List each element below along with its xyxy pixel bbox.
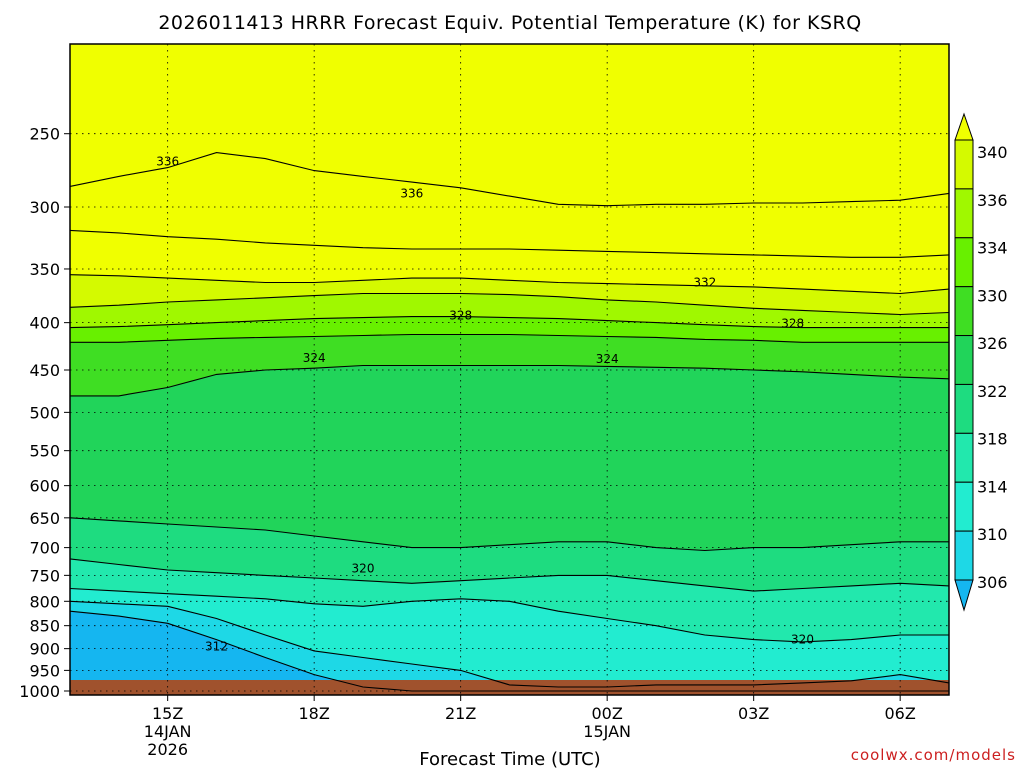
y-tick-label-350: 350 — [29, 260, 60, 279]
x-tick-label-15Z: 15Z — [152, 704, 183, 723]
colorbar-segment-5 — [954, 383, 974, 434]
x-tick-sub2-15Z: 2026 — [147, 740, 188, 759]
plot-area: 336 336 332 328 328 324 324 320 320 312 — [69, 43, 950, 696]
y-tick-label-950: 950 — [29, 661, 60, 680]
colorbar-label-322: 322 — [977, 382, 1008, 401]
colorbar: 340 336 334 330 326 322 318 314 310 306 — [954, 112, 1008, 612]
credit-text: coolwx.com/models — [851, 746, 1016, 764]
colorbar-segment-3 — [954, 286, 974, 337]
colorbar-label-330: 330 — [977, 286, 1008, 305]
contour-316 — [69, 587, 949, 643]
y-tick-label-700: 700 — [29, 539, 60, 558]
contour-312 — [69, 600, 950, 688]
contour-label-312: 312 — [205, 639, 228, 653]
y-tick-label-450: 450 — [29, 361, 60, 380]
colorbar-segment-7 — [954, 481, 974, 532]
colorbar-segment-8 — [954, 530, 974, 581]
contour-label-336: 336 — [156, 155, 179, 169]
contour-labels: 336 336 332 328 328 324 324 320 320 312 — [156, 155, 814, 654]
contour-label-332: 332 — [693, 276, 716, 290]
colorbar-segment-4 — [954, 335, 974, 385]
contour-label-336: 336 — [400, 186, 423, 200]
x-axis-label: Forecast Time (UTC) — [419, 749, 600, 768]
colorbar-top-arrow — [954, 112, 974, 141]
contour-324 — [70, 364, 950, 397]
y-tick-label-850: 850 — [29, 617, 60, 636]
contour-label-324: 324 — [596, 352, 619, 366]
colorbar-label-306: 306 — [977, 573, 1008, 592]
y-tick-label-750: 750 — [29, 566, 60, 585]
y-tick-label-800: 800 — [29, 592, 60, 611]
y-tick-label-250: 250 — [29, 125, 60, 144]
x-tick-sub1-00Z: 15JAN — [583, 722, 631, 741]
y-tick-label-500: 500 — [29, 403, 60, 422]
contour-label-320: 320 — [791, 633, 814, 647]
contour-label-328: 328 — [781, 317, 804, 331]
x-tick-label-03Z: 03Z — [738, 704, 769, 723]
y-tick-label-900: 900 — [29, 640, 60, 659]
y-tick-label-600: 600 — [29, 477, 60, 496]
theta-bands — [70, 44, 949, 696]
contour-label-320: 320 — [352, 561, 375, 575]
contour-label-328: 328 — [449, 309, 472, 323]
colorbar-label-334: 334 — [977, 239, 1008, 258]
chart-title: 2026011413 HRRR Forecast Equiv. Potentia… — [158, 12, 861, 34]
colorbar-label-314: 314 — [977, 477, 1008, 496]
contour-320 — [69, 558, 950, 592]
contour-332 — [69, 274, 950, 295]
contour-334 — [69, 229, 950, 258]
x-tick-label-00Z: 00Z — [592, 704, 623, 723]
colorbar-segment-6 — [954, 432, 974, 483]
x-tick-sub1-15Z: 14JAN — [144, 722, 192, 741]
contour-328 — [69, 316, 949, 329]
y-tick-label-1000: 1000 — [19, 682, 60, 701]
y-axis: 1000 950 900 850 800 750 700 650 600 550 500 450 400… — [19, 125, 70, 701]
band-fill-308 — [70, 611, 949, 695]
colorbar-segment-1 — [954, 188, 974, 239]
contour-336 — [69, 152, 950, 207]
contour-label-324: 324 — [303, 351, 326, 365]
colorbar-label-326: 326 — [977, 334, 1008, 353]
y-tick-label-650: 650 — [29, 509, 60, 528]
y-tick-label-400: 400 — [29, 314, 60, 333]
x-tick-label-06Z: 06Z — [885, 704, 916, 723]
contour-330 — [69, 292, 950, 316]
y-tick-label-300: 300 — [29, 198, 60, 217]
x-tick-label-21Z: 21Z — [445, 704, 476, 723]
grid — [70, 44, 949, 695]
colorbar-bottom-arrow — [954, 579, 974, 612]
y-tick-label-550: 550 — [29, 442, 60, 461]
colorbar-label-318: 318 — [977, 430, 1008, 449]
colorbar-segment-0 — [954, 139, 974, 190]
contour-326 — [70, 333, 949, 343]
colorbar-segment-2 — [954, 237, 974, 288]
colorbar-label-310: 310 — [977, 525, 1008, 544]
colorbar-label-336: 336 — [977, 191, 1008, 210]
contour-lines — [69, 152, 950, 692]
x-tick-label-18Z: 18Z — [299, 704, 330, 723]
colorbar-label-340: 340 — [977, 143, 1008, 162]
